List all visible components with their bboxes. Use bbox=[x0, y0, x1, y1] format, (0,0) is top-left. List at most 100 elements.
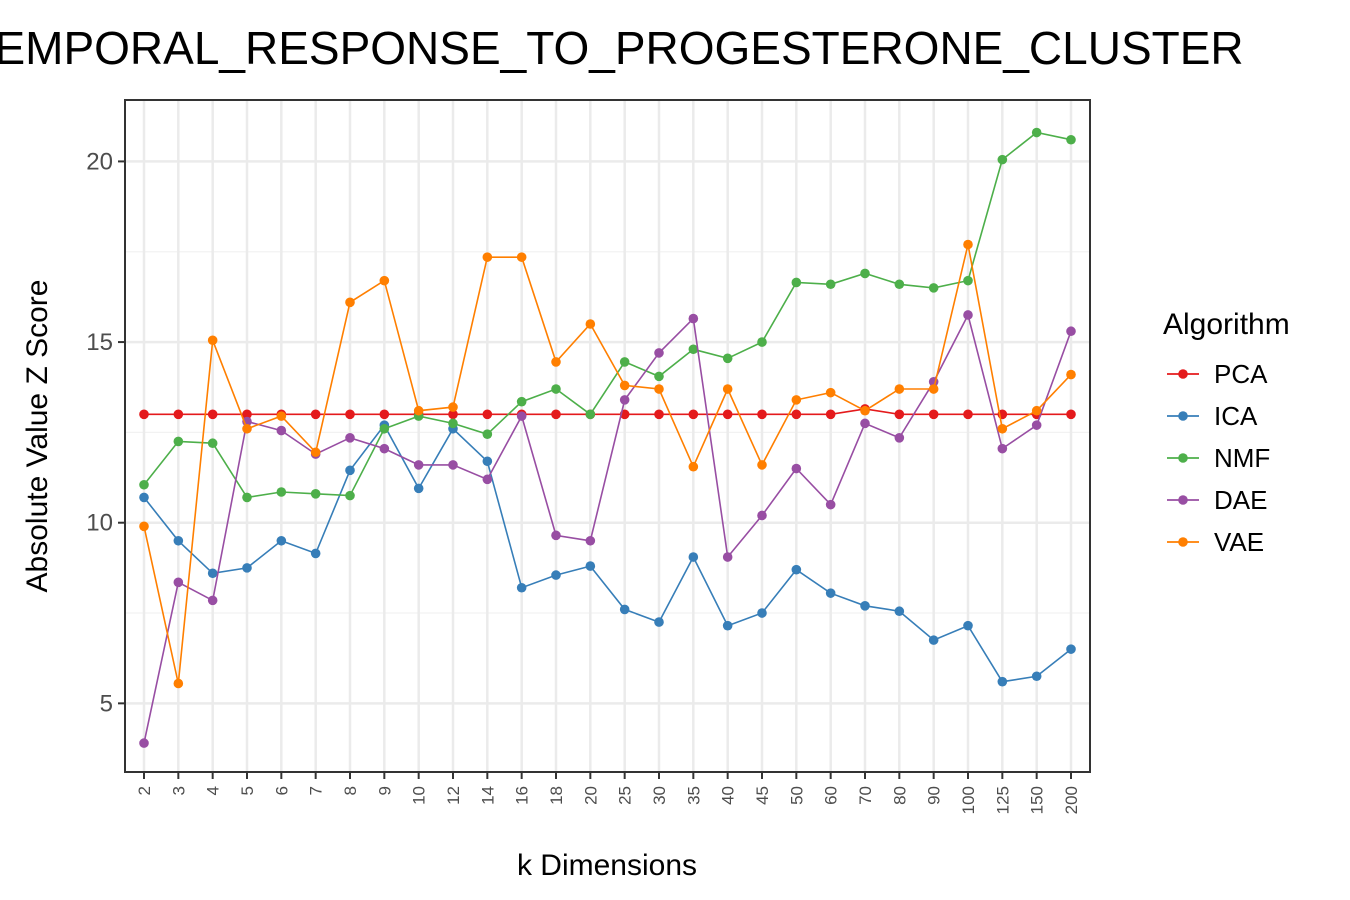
series-ica bbox=[139, 420, 1076, 687]
data-point bbox=[894, 606, 905, 617]
legend-label: VAE bbox=[1214, 527, 1264, 557]
data-point bbox=[516, 396, 527, 407]
series-lines bbox=[139, 127, 1076, 748]
data-point bbox=[654, 409, 664, 420]
y-tick-label: 10 bbox=[86, 510, 113, 537]
data-point bbox=[448, 460, 458, 470]
legend-item-dae: DAE bbox=[1167, 485, 1267, 515]
legend-key-point bbox=[1178, 453, 1188, 463]
data-point bbox=[860, 405, 870, 416]
data-point bbox=[276, 535, 287, 546]
data-point bbox=[242, 423, 252, 434]
data-point bbox=[345, 465, 355, 476]
x-axis: 2 3 4 5 6 7 8 9 10 12 14 16 18 20 25 30 35 40 45 50 60 70 80 90… bbox=[135, 772, 1081, 814]
data-point bbox=[825, 387, 836, 398]
data-point bbox=[722, 620, 733, 631]
data-point bbox=[448, 418, 458, 429]
data-point bbox=[1066, 134, 1076, 145]
data-point bbox=[619, 604, 630, 615]
data-point bbox=[173, 535, 184, 546]
x-tick-label: 40 bbox=[719, 786, 738, 805]
data-point bbox=[894, 433, 905, 443]
data-point bbox=[276, 425, 287, 436]
data-point bbox=[963, 239, 973, 250]
data-point bbox=[242, 492, 252, 503]
data-point bbox=[516, 411, 527, 421]
data-point bbox=[482, 456, 493, 467]
data-point bbox=[482, 252, 493, 262]
x-tick-label: 2 bbox=[135, 786, 154, 795]
data-point bbox=[379, 423, 390, 434]
series-line bbox=[143, 312, 1072, 744]
data-point bbox=[688, 409, 699, 420]
data-point bbox=[654, 617, 664, 627]
data-point bbox=[585, 535, 596, 546]
data-point bbox=[997, 676, 1008, 687]
data-point bbox=[207, 568, 218, 579]
data-point bbox=[722, 409, 733, 420]
x-tick-label: 100 bbox=[959, 786, 978, 814]
data-point bbox=[1066, 409, 1076, 420]
data-point bbox=[757, 460, 767, 470]
data-point bbox=[276, 411, 287, 421]
data-point bbox=[825, 588, 836, 598]
data-point bbox=[928, 409, 939, 420]
x-tick-label: 60 bbox=[822, 786, 841, 805]
data-point bbox=[173, 436, 184, 447]
legend-label: PCA bbox=[1214, 359, 1268, 389]
data-point bbox=[1031, 420, 1042, 430]
data-point bbox=[619, 395, 630, 405]
x-tick-label: 90 bbox=[925, 786, 944, 805]
data-point bbox=[688, 552, 699, 562]
legend-item-pca: PCA bbox=[1167, 359, 1268, 389]
series-line bbox=[143, 131, 1072, 499]
x-tick-label: 18 bbox=[547, 786, 566, 805]
data-point bbox=[791, 409, 802, 420]
data-point bbox=[860, 601, 870, 611]
x-tick-label: 25 bbox=[616, 786, 635, 805]
data-point bbox=[139, 492, 149, 503]
data-point bbox=[516, 582, 527, 593]
data-point bbox=[963, 620, 973, 631]
data-point bbox=[482, 429, 493, 439]
data-point bbox=[207, 409, 218, 420]
x-tick-label: 8 bbox=[341, 786, 360, 795]
data-point bbox=[894, 279, 905, 290]
data-point bbox=[1066, 326, 1076, 337]
data-point bbox=[860, 418, 870, 429]
data-point bbox=[551, 570, 561, 580]
data-point bbox=[722, 353, 733, 364]
data-point bbox=[825, 499, 836, 510]
data-point bbox=[894, 409, 905, 420]
data-point bbox=[379, 443, 390, 454]
data-point bbox=[310, 489, 321, 499]
data-point bbox=[1066, 644, 1076, 654]
data-point bbox=[448, 409, 458, 420]
data-point bbox=[688, 344, 699, 355]
data-point bbox=[585, 409, 596, 420]
data-point bbox=[791, 564, 802, 575]
data-point bbox=[139, 738, 149, 748]
data-point bbox=[345, 297, 355, 308]
data-point bbox=[757, 409, 767, 420]
x-tick-label: 200 bbox=[1062, 786, 1081, 814]
legend-key-point bbox=[1178, 495, 1188, 505]
x-tick-label: 150 bbox=[1028, 786, 1047, 814]
legend-item-ica: ICA bbox=[1167, 401, 1258, 431]
x-tick-label: 35 bbox=[684, 786, 703, 805]
data-point bbox=[413, 405, 424, 416]
data-point bbox=[276, 487, 287, 497]
data-point bbox=[173, 678, 184, 689]
y-tick-label: 20 bbox=[86, 148, 113, 175]
data-point bbox=[173, 409, 184, 420]
data-point bbox=[139, 521, 149, 532]
legend-key-point bbox=[1178, 411, 1188, 421]
data-point bbox=[791, 277, 802, 288]
data-point bbox=[551, 384, 561, 394]
data-point bbox=[310, 447, 321, 458]
y-axis-title: Absolute Value Z Score bbox=[21, 280, 54, 593]
data-point bbox=[379, 409, 390, 420]
series-line bbox=[144, 408, 1071, 416]
data-point bbox=[654, 348, 664, 358]
data-point bbox=[997, 443, 1008, 454]
